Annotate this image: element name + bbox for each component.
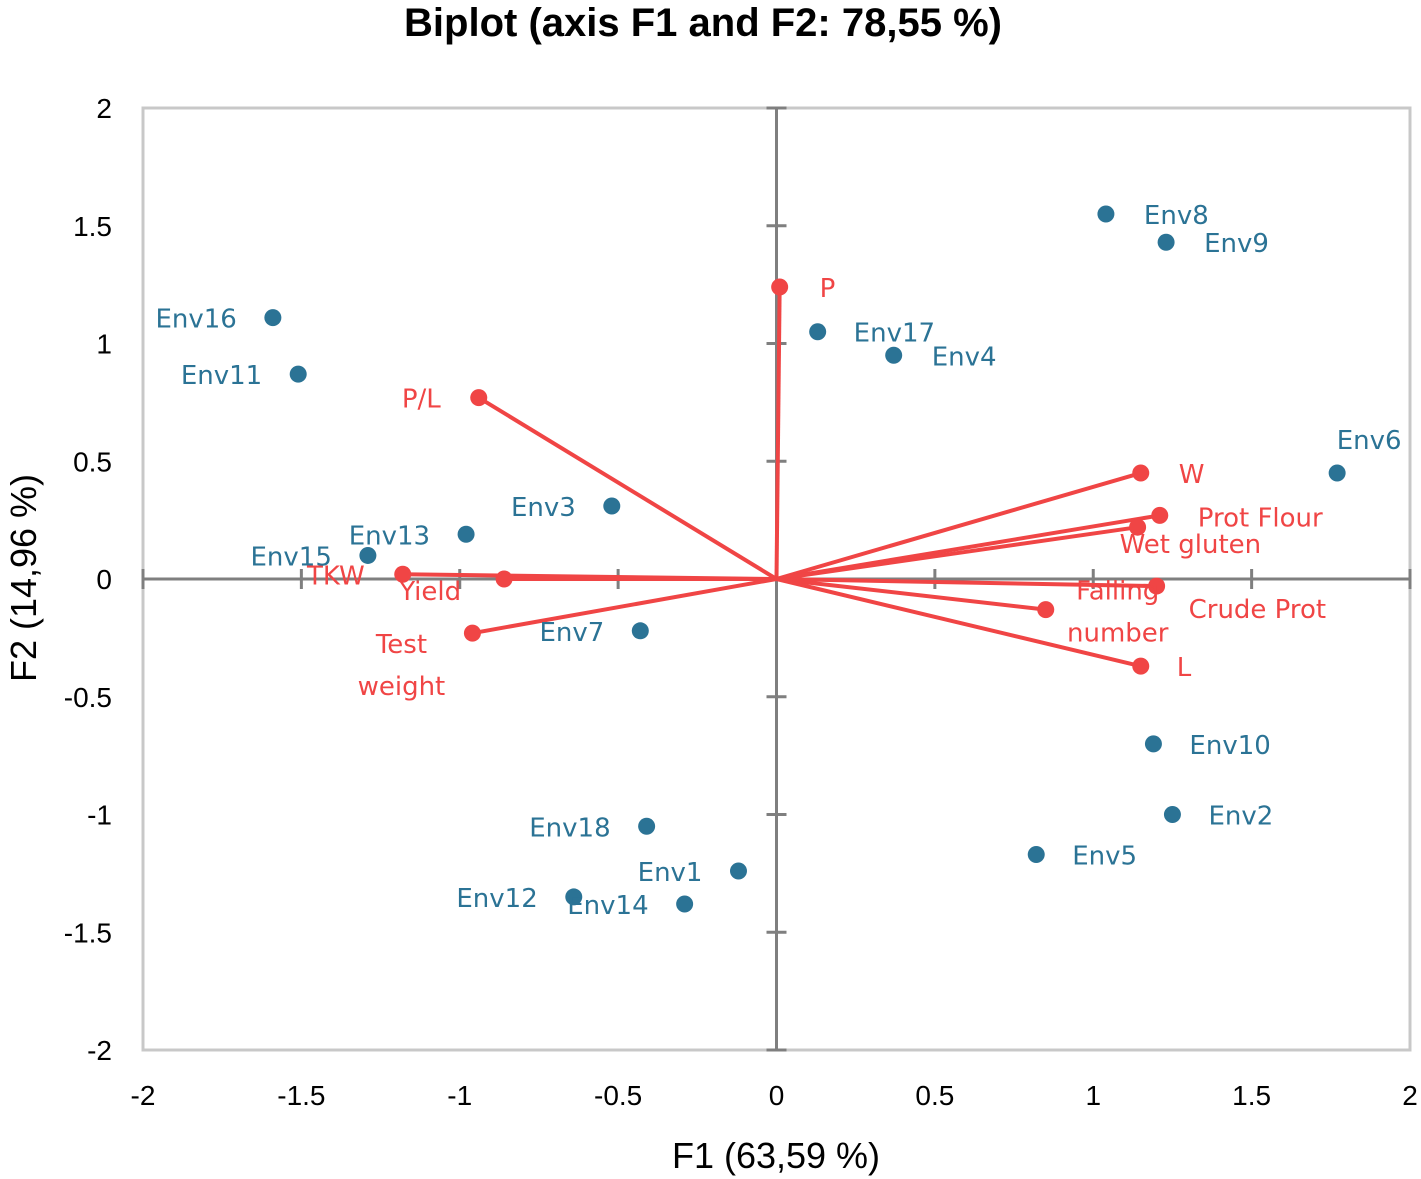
observation-label: Env15 (251, 542, 332, 572)
observation-point (729, 862, 747, 880)
variable-label: Prot Flour (1198, 503, 1323, 533)
variable-point (1148, 577, 1166, 595)
variable-label: L (1177, 653, 1192, 683)
observation-point (603, 497, 621, 515)
observation-label: Env18 (529, 813, 610, 843)
observation-label: Env2 (1208, 802, 1273, 832)
observation-point (1144, 735, 1162, 753)
observation-label: Env4 (932, 342, 997, 372)
variable-vector (776, 577, 1157, 589)
observation-label: Env11 (181, 361, 262, 391)
observation-label: Env12 (456, 884, 537, 914)
observation-point (1027, 846, 1045, 864)
observation-label: Env17 (854, 319, 935, 349)
x-tick-label: 0.5 (915, 1080, 954, 1111)
variable-point (1129, 518, 1147, 536)
observation-point (1328, 464, 1346, 482)
y-tick-label: 2 (96, 93, 112, 124)
variable-label: weight (358, 672, 446, 702)
variable-vector (477, 395, 778, 581)
variable-label: number (1067, 619, 1169, 649)
variable-label: P (820, 274, 836, 304)
x-tick-label: -1 (447, 1080, 472, 1111)
observation-point (1163, 806, 1181, 823)
observation-label: Env14 (567, 891, 648, 921)
variable-vectors (394, 278, 1169, 675)
y-tick-label: -1.5 (64, 917, 112, 948)
x-tick-label: 2 (1402, 1080, 1418, 1111)
variable-label: Wet gluten (1120, 530, 1262, 560)
variable-label: Falling (1076, 577, 1159, 607)
variable-vector (776, 525, 1138, 581)
observation-point (809, 323, 827, 341)
observation-label: Env1 (638, 858, 703, 888)
y-tick-label: 0 (96, 564, 112, 595)
observation-point (457, 525, 475, 543)
variable-vector (774, 286, 782, 580)
observation-point (1157, 233, 1175, 251)
variable-point (1037, 601, 1055, 619)
x-axis-title: F1 (63,59 %) (672, 1135, 880, 1176)
variable-point (1151, 506, 1169, 524)
observation-label: Env9 (1204, 229, 1269, 259)
tick-labels: -2 -1.5 -1 -0.5 0 0.5 1 1.5 2 -2 -1.5 -1 -0.5 0 0.5 1 1.… (64, 93, 1418, 1111)
observation-point (885, 346, 903, 364)
variable-point (771, 278, 789, 296)
variable-label: P/L (402, 385, 441, 415)
chart-title: Biplot (axis F1 and F2: 78,55 %) (404, 1, 1002, 45)
y-tick-label: 1.5 (73, 211, 112, 242)
variable-label: W (1179, 460, 1205, 490)
observation-label: Env8 (1144, 201, 1209, 231)
variable-point (1132, 657, 1150, 675)
observation-points (264, 205, 1346, 913)
variable-point (463, 624, 481, 642)
x-tick-label: -0.5 (594, 1080, 642, 1111)
variable-label: Yield (398, 577, 461, 607)
observation-label: Env3 (511, 493, 576, 523)
variable-label: Crude Prot (1189, 595, 1327, 625)
observation-point (1097, 205, 1115, 223)
variable-label: TKW (306, 561, 365, 591)
x-tick-label: 0 (769, 1080, 785, 1111)
variable-vector (775, 471, 1142, 581)
variable-label: Test (375, 630, 427, 660)
observation-label: Env10 (1189, 731, 1270, 761)
observation-label: Env7 (539, 618, 604, 648)
x-tick-label: -1.5 (277, 1080, 325, 1111)
variable-point (394, 565, 412, 583)
observation-label: Env5 (1072, 842, 1137, 872)
observation-label: Env6 (1337, 426, 1402, 456)
y-tick-label: 0.5 (73, 446, 112, 477)
y-axis-title: F2 (14,96 %) (3, 474, 44, 682)
observation-label: Env13 (349, 521, 430, 551)
y-tick-label: -2 (87, 1035, 112, 1066)
observation-point (359, 546, 377, 564)
x-tick-label: 1 (1085, 1080, 1101, 1111)
observation-point (565, 888, 583, 906)
observation-point (264, 309, 282, 327)
observation-point (638, 817, 656, 835)
variable-vector (472, 577, 777, 636)
variable-vector (776, 577, 1142, 669)
observation-point (631, 622, 649, 640)
y-tick-label: -0.5 (64, 682, 112, 713)
variable-vector (776, 577, 1046, 612)
observation-point (289, 365, 307, 383)
observation-point (676, 895, 694, 913)
y-tick-label: -1 (87, 800, 112, 831)
variable-point (1132, 464, 1150, 482)
variable-point (495, 570, 513, 588)
y-tick-label: 1 (96, 329, 112, 360)
x-tick-label: 1.5 (1232, 1080, 1271, 1111)
variable-point (470, 389, 488, 407)
x-tick-label: -2 (131, 1080, 156, 1111)
observation-label: Env16 (155, 305, 236, 335)
